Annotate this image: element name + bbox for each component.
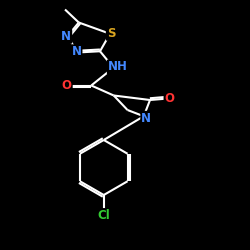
Text: N: N	[61, 30, 71, 43]
Text: S: S	[107, 27, 115, 40]
Text: NH: NH	[108, 60, 128, 74]
Text: N: N	[141, 112, 151, 125]
Text: O: O	[164, 92, 174, 105]
Text: N: N	[72, 45, 82, 58]
Text: Cl: Cl	[98, 209, 110, 222]
Text: O: O	[62, 79, 72, 92]
